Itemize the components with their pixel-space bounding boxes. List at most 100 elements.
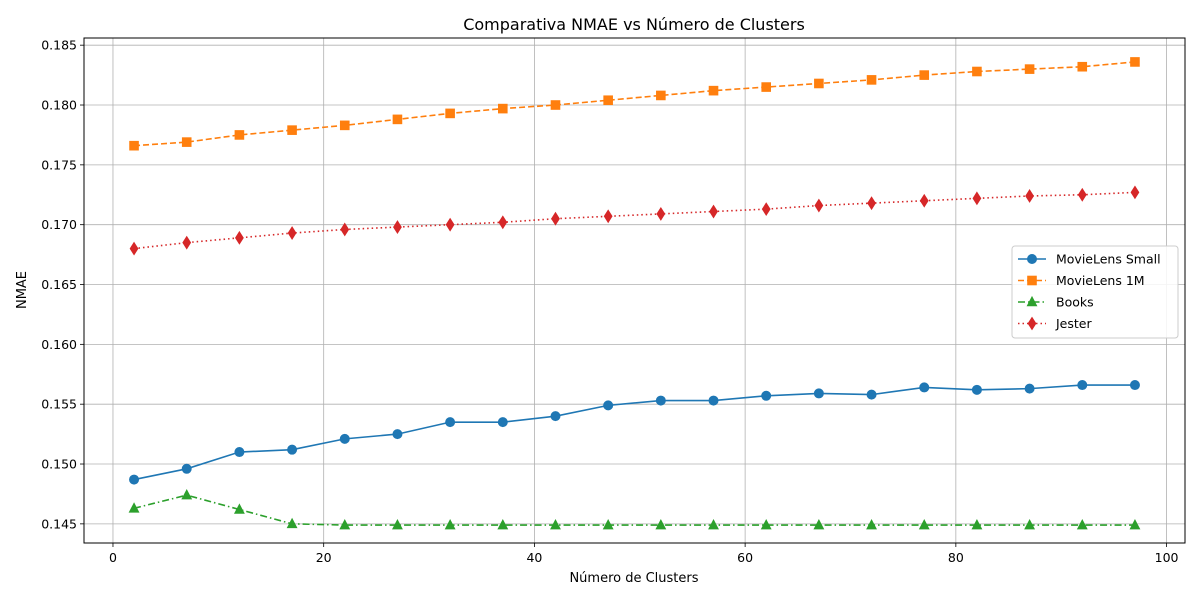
data-point-books <box>866 518 877 530</box>
legend-box <box>1011 245 1179 339</box>
y-tick-label: 0.150 <box>41 457 77 472</box>
chart-title: Comparativa NMAE vs Número de Clusters <box>463 15 805 34</box>
series-line-movielens-1m <box>133 61 1136 147</box>
y-tick-label: 0.145 <box>41 516 77 531</box>
data-point-movielens-1m <box>1130 57 1140 67</box>
series-books <box>128 489 1141 530</box>
data-point-jester <box>498 215 508 230</box>
data-point-jester <box>445 217 455 232</box>
y-axis-title: NMAE <box>15 271 30 309</box>
x-axis-title: Número de Clusters <box>569 571 698 586</box>
legend: MovieLens Small MovieLens 1M Books Jester <box>1011 245 1179 339</box>
data-point-movielens-1m <box>919 70 930 80</box>
data-point-books <box>1076 518 1088 530</box>
data-point-movielens-1m <box>1024 64 1035 74</box>
data-point-movielens-small <box>392 429 403 440</box>
data-point-movielens-small <box>497 417 508 428</box>
data-point-movielens-1m <box>761 82 771 92</box>
data-point-movielens-small <box>813 388 824 399</box>
y-tick-label: 0.180 <box>41 98 77 113</box>
legend-label-movielens-1m: MovieLens 1M <box>1056 273 1145 288</box>
y-tick-label: 0.165 <box>41 277 77 292</box>
data-point-books <box>918 518 930 530</box>
data-point-books <box>760 518 772 530</box>
data-point-movielens-small <box>339 433 350 444</box>
data-point-jester <box>340 222 350 237</box>
data-point-books <box>971 518 983 530</box>
plot-frame <box>83 37 1186 544</box>
data-point-movielens-1m <box>498 103 508 114</box>
data-point-books <box>444 518 456 530</box>
data-point-movielens-1m <box>287 125 297 135</box>
data-point-movielens-small <box>603 400 614 411</box>
y-tick-label: 0.170 <box>41 217 77 232</box>
legend-marker-movielens-small <box>1027 254 1037 264</box>
legend-label-movielens-small: MovieLens Small <box>1056 252 1161 267</box>
legend-label-books: Books <box>1056 295 1094 310</box>
legend-marker-books <box>1026 295 1038 307</box>
data-point-jester <box>603 209 613 224</box>
y-tick-label: 0.160 <box>41 337 77 352</box>
series-layer <box>128 57 1141 530</box>
x-tick-label: 80 <box>948 550 964 565</box>
data-point-books <box>813 518 825 530</box>
data-point-movielens-1m <box>603 95 613 106</box>
data-point-movielens-small <box>234 447 245 458</box>
data-point-jester <box>1077 187 1087 202</box>
data-point-movielens-small <box>1024 383 1035 394</box>
data-point-books <box>339 518 351 530</box>
data-point-movielens-1m <box>234 130 245 140</box>
data-point-movielens-small <box>129 474 140 485</box>
data-point-movielens-1m <box>392 114 403 125</box>
data-point-movielens-1m <box>814 78 824 89</box>
legend-marker-jester <box>1027 316 1037 331</box>
x-tick-label: 60 <box>737 550 753 565</box>
data-point-books <box>128 502 140 513</box>
data-point-jester <box>656 206 666 221</box>
data-point-jester <box>972 191 982 206</box>
data-point-jester <box>182 235 192 250</box>
x-tick-label: 0 <box>109 550 117 565</box>
data-point-movielens-small <box>550 411 561 422</box>
data-point-movielens-small <box>1077 380 1088 391</box>
data-point-jester <box>761 202 771 217</box>
series-line-movielens-small <box>133 384 1135 481</box>
data-point-jester <box>709 204 718 219</box>
series-movielens-small <box>129 380 1140 485</box>
data-point-books <box>708 518 719 530</box>
data-point-books <box>233 503 245 514</box>
y-tick-label: 0.175 <box>41 157 77 172</box>
data-point-movielens-small <box>971 384 982 395</box>
data-point-jester <box>919 193 929 208</box>
x-tick-label: 40 <box>526 550 542 565</box>
data-point-movielens-1m <box>866 75 877 85</box>
data-point-jester <box>1025 189 1034 203</box>
data-point-jester <box>393 220 402 235</box>
data-point-books <box>550 518 561 530</box>
axes: 0 20 40 60 80 100 0.145 0.150 0.155 0.160 0.165 0.1… <box>41 38 1178 565</box>
y-tick-label: 0.155 <box>41 397 77 412</box>
grid <box>84 38 1185 543</box>
data-point-jester <box>551 211 560 226</box>
data-point-books <box>497 518 509 530</box>
data-point-movielens-small <box>181 463 192 474</box>
data-point-movielens-small <box>919 382 930 393</box>
legend-label-jester: Jester <box>1055 316 1092 331</box>
data-point-jester <box>814 198 824 213</box>
y-tick-label: 0.185 <box>41 38 77 53</box>
data-point-books <box>602 518 614 530</box>
data-point-books <box>286 517 298 529</box>
data-point-books <box>1024 518 1036 530</box>
data-point-movielens-small <box>287 444 298 455</box>
data-point-movielens-1m <box>181 137 192 147</box>
data-point-movielens-small <box>655 395 666 406</box>
data-point-movielens-1m <box>1077 61 1088 72</box>
data-point-movielens-1m <box>972 66 982 77</box>
data-point-jester <box>1130 185 1140 200</box>
x-tick-label: 20 <box>316 550 332 565</box>
data-point-movielens-small <box>866 389 877 400</box>
data-point-books <box>655 518 667 530</box>
data-point-movielens-1m <box>339 120 350 131</box>
x-tick-label: 100 <box>1155 550 1179 565</box>
